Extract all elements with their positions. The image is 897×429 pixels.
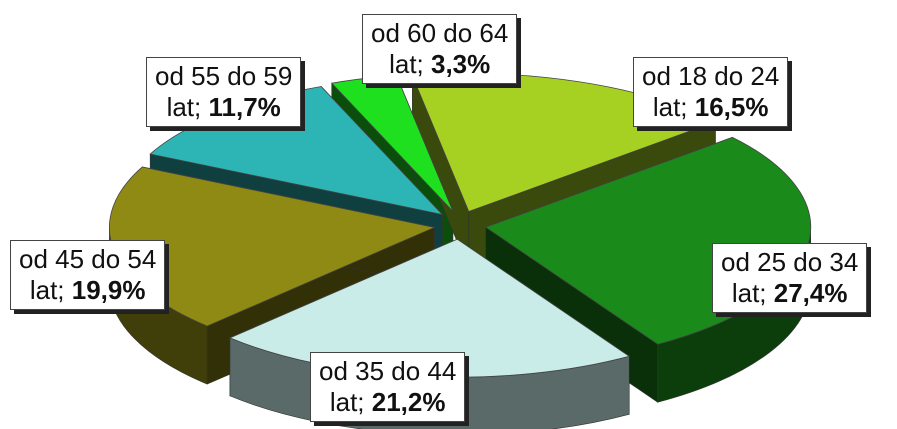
slice-value: 19,9% xyxy=(71,275,146,305)
slice-label-18-24: od 18 do 24 lat; 16,5% xyxy=(633,57,789,127)
slice-label-55-59: od 55 do 59 lat; 11,7% xyxy=(146,57,302,127)
slice-unit: lat; xyxy=(389,49,424,79)
slice-value: 16,5% xyxy=(694,92,769,122)
slice-label-25-34: od 25 do 34 lat; 27,4% xyxy=(712,243,868,313)
slice-value: 3,3% xyxy=(431,49,491,79)
slice-label-line2: lat; 3,3% xyxy=(371,49,508,80)
slice-label-line1: od 60 do 64 xyxy=(371,18,509,48)
slice-unit: lat; xyxy=(652,92,688,122)
slice-label-line2: lat; 27,4% xyxy=(721,278,858,309)
slice-label-45-54: od 45 do 54 lat; 19,9% xyxy=(10,240,166,310)
slice-label-35-44: od 35 do 44 lat; 21,2% xyxy=(310,352,466,422)
slice-label-line2: lat; 16,5% xyxy=(642,92,779,123)
slice-label-line1: od 45 do 54 xyxy=(19,244,157,274)
slice-label-line1: od 18 do 24 xyxy=(642,61,780,91)
slice-label-line2: lat; 21,2% xyxy=(319,387,456,418)
slice-unit: lat; xyxy=(329,387,365,417)
slice-label-line2: lat; 19,9% xyxy=(19,275,156,306)
slice-unit: lat; xyxy=(29,275,65,305)
slice-label-line1: od 35 do 44 xyxy=(319,356,457,386)
slice-label-line1: od 55 do 59 xyxy=(155,61,293,91)
slice-value: 11,7% xyxy=(208,92,281,122)
slice-unit: lat; xyxy=(731,278,767,308)
slice-value: 27,4% xyxy=(773,278,848,308)
slice-value: 21,2% xyxy=(371,387,446,417)
slice-label-line1: od 25 do 34 xyxy=(721,247,859,277)
slice-label-line2: lat; 11,7% xyxy=(155,92,292,123)
slice-label-60-64: od 60 do 64 lat; 3,3% xyxy=(362,14,518,84)
slice-unit: lat; xyxy=(166,92,202,122)
